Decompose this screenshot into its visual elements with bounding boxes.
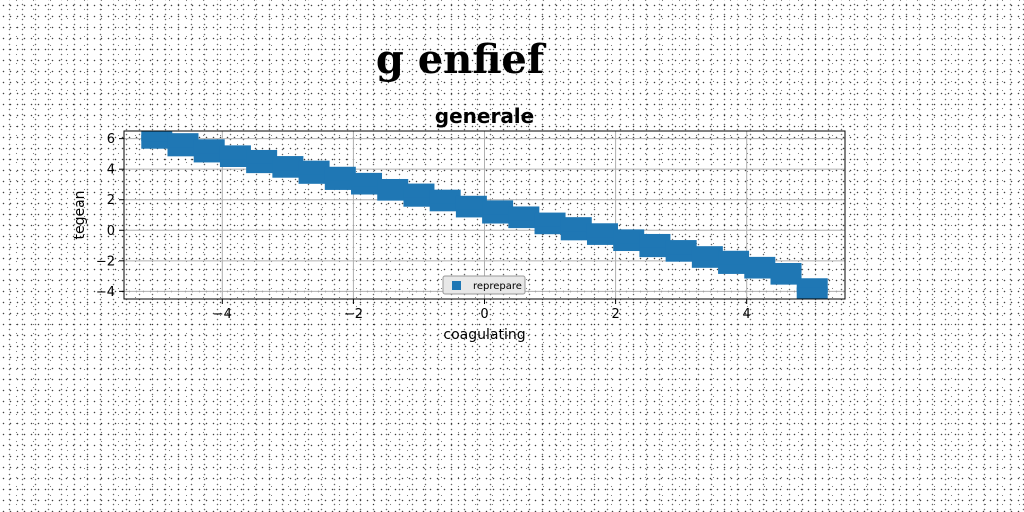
legend: reprepare <box>442 275 526 295</box>
data-point <box>377 178 409 193</box>
data-point <box>141 131 173 142</box>
x-tick-label: 2 <box>611 307 619 322</box>
data-point <box>586 223 618 238</box>
data-point <box>770 262 802 277</box>
y-tick-label: −2 <box>96 254 115 269</box>
data-point <box>429 189 461 204</box>
data-point <box>351 172 383 187</box>
y-tick-label: 4 <box>107 163 115 178</box>
data-point <box>718 250 750 265</box>
data-point <box>272 156 304 171</box>
x-tick-label: 4 <box>743 307 751 322</box>
data-point <box>796 287 828 299</box>
data-point <box>298 160 330 175</box>
data-point <box>508 206 540 221</box>
data-point <box>560 217 592 232</box>
x-tick-label: −4 <box>213 307 232 322</box>
data-point <box>193 139 225 154</box>
data-point <box>324 166 356 181</box>
x-tick-label: 0 <box>480 307 488 322</box>
x-tick-label: −2 <box>344 307 363 322</box>
data-point <box>691 246 723 261</box>
legend-swatch <box>452 281 461 290</box>
data-point <box>482 200 514 215</box>
legend-box <box>442 275 526 295</box>
chart-title: generale <box>435 104 534 128</box>
y-tick-label: −4 <box>96 285 115 300</box>
x-axis-label: coagulating <box>443 327 525 343</box>
data-point <box>744 256 776 271</box>
legend-label: reprepare <box>473 281 522 292</box>
data-point <box>167 133 199 148</box>
data-point <box>246 149 278 164</box>
data-point <box>403 183 435 198</box>
points-layer <box>141 131 828 299</box>
ticks-layer: −4 −2 0 2 4 −4 −2 0 2 4 6 <box>96 132 751 322</box>
data-point <box>534 212 566 227</box>
y-tick-label: 0 <box>107 224 115 239</box>
figure-title: g enfief <box>375 36 545 83</box>
y-axis-label: tegean <box>72 190 88 239</box>
data-point <box>665 240 697 255</box>
data-point <box>219 145 251 160</box>
y-tick-label: 6 <box>107 132 115 147</box>
y-tick-label: 2 <box>107 193 115 208</box>
data-point <box>455 195 487 210</box>
data-point <box>639 233 671 248</box>
data-point <box>613 229 645 244</box>
